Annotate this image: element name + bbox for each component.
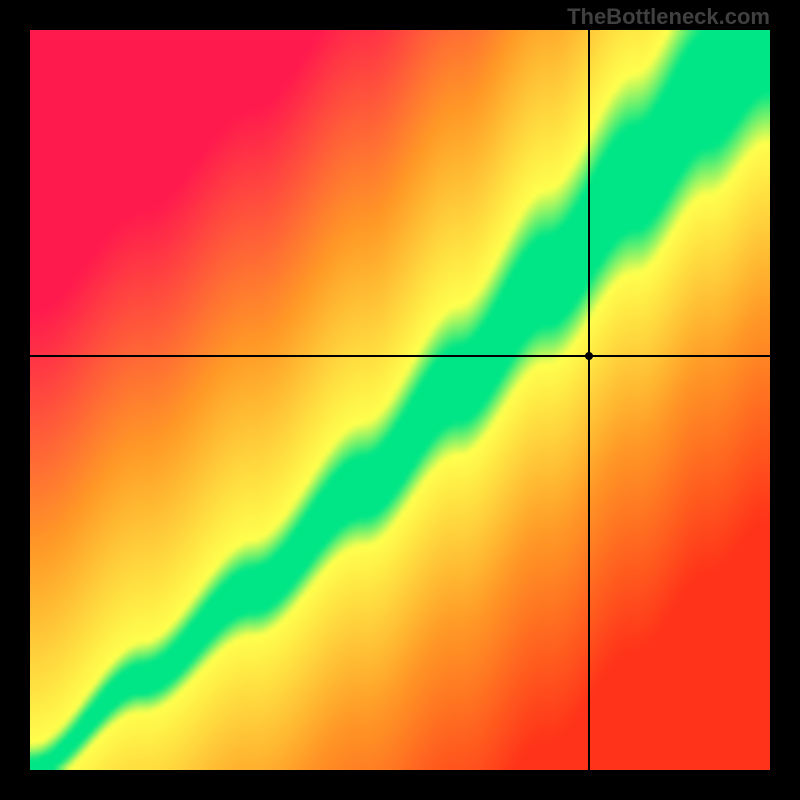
heatmap-canvas xyxy=(30,30,770,770)
crosshair-marker xyxy=(585,352,593,360)
chart-container: TheBottleneck.com xyxy=(0,0,800,800)
watermark-text: TheBottleneck.com xyxy=(567,4,770,30)
crosshair-vertical xyxy=(588,30,590,770)
crosshair-horizontal xyxy=(30,355,770,357)
